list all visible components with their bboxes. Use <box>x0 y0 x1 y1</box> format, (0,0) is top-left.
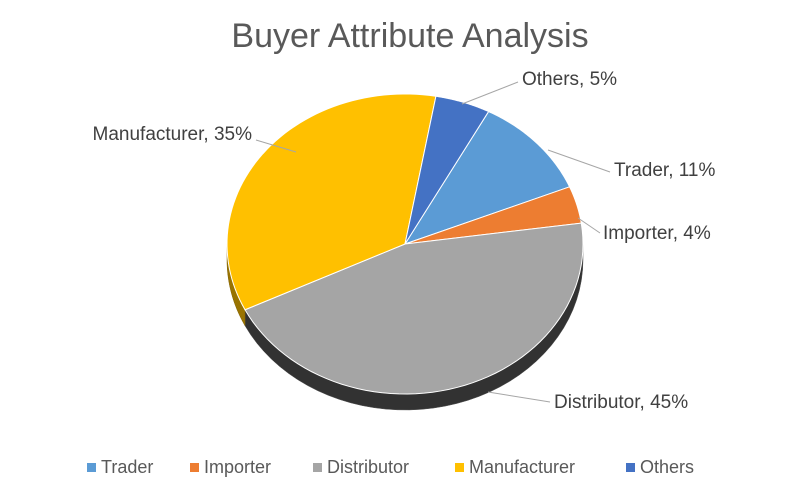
legend-label: Importer <box>204 457 271 477</box>
slice <box>226 93 437 311</box>
legend-swatch <box>87 463 96 472</box>
slice <box>404 186 582 245</box>
data-label: Trader, 11% <box>614 160 715 181</box>
slice <box>403 110 571 245</box>
data-label: Manufacturer, 35% <box>93 124 253 145</box>
legend-swatch <box>626 463 635 472</box>
legend-label: Manufacturer <box>469 457 575 477</box>
leader-line <box>255 139 297 153</box>
leader-line <box>461 81 519 105</box>
pie <box>226 93 584 411</box>
legend-swatch <box>313 463 322 472</box>
legend-label: Others <box>640 457 694 477</box>
legend-swatch <box>190 463 199 472</box>
leader-line <box>487 391 551 403</box>
data-label: Distributor, 45% <box>554 392 688 413</box>
legend-label: Distributor <box>327 457 409 477</box>
slice <box>404 95 490 245</box>
leader-line <box>547 149 611 173</box>
legend-label: Trader <box>101 457 153 477</box>
legend: Trader Importer Distributor Manufacturer Oth… <box>87 457 694 477</box>
data-labels: Trader, 11% Importer, 4% Distributor, 45% M… <box>93 69 716 413</box>
leader-line <box>577 217 601 234</box>
data-label: Others, 5% <box>522 69 617 90</box>
data-label: Importer, 4% <box>603 223 711 244</box>
slice <box>244 222 584 395</box>
legend-swatch <box>455 463 464 472</box>
chart-title: Buyer Attribute Analysis <box>231 17 588 55</box>
